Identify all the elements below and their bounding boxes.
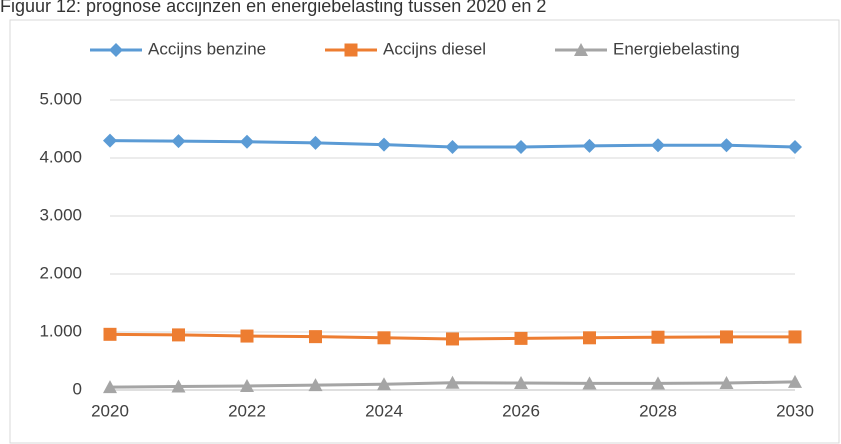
point [240,134,254,149]
point [651,138,665,153]
chart-frame [9,19,840,444]
point [172,328,185,342]
point [377,377,391,391]
point [240,329,254,343]
x-tick-label: 2028 [639,401,677,420]
point [583,331,596,345]
y-tick-label: 4.000 [39,147,82,166]
point [719,376,734,390]
x-tick-label: 2020 [91,401,129,420]
point [651,330,665,344]
point [788,330,802,344]
point [171,379,186,393]
x-tick-label: 2030 [776,401,814,420]
point [514,376,528,390]
point [309,330,322,344]
y-tick-label: 1.000 [39,321,82,340]
point [308,135,323,150]
point [514,331,528,345]
legend-label: Accijns diesel [383,39,486,58]
chart-title: Figuur 12: prognose accijnzen en energie… [0,0,546,16]
point [582,376,597,390]
point [103,380,117,394]
point [445,139,460,154]
point [582,138,597,153]
point [103,133,117,148]
x-tick-label: 2022 [228,401,266,420]
point [377,137,391,152]
point [446,332,459,346]
y-tick-label: 5.000 [39,89,82,108]
point [308,378,323,392]
y-tick-label: 0 [73,379,82,398]
point [788,374,802,388]
point [720,330,733,344]
point [651,376,665,390]
legend-marker [574,43,588,56]
x-tick-label: 2026 [502,401,540,420]
point [377,331,391,345]
y-tick-label: 3.000 [39,205,82,224]
legend-marker [109,43,123,57]
legend-label: Accijns benzine [148,39,266,58]
point [514,139,528,154]
point [240,378,254,392]
point [171,134,186,149]
point [445,375,460,389]
x-tick-label: 2024 [365,401,403,420]
point [103,327,117,341]
point [719,138,734,153]
point [788,139,802,154]
legend-label: Energiebelasting [613,39,740,58]
legend-marker [344,43,358,57]
y-tick-label: 2.000 [39,263,82,282]
